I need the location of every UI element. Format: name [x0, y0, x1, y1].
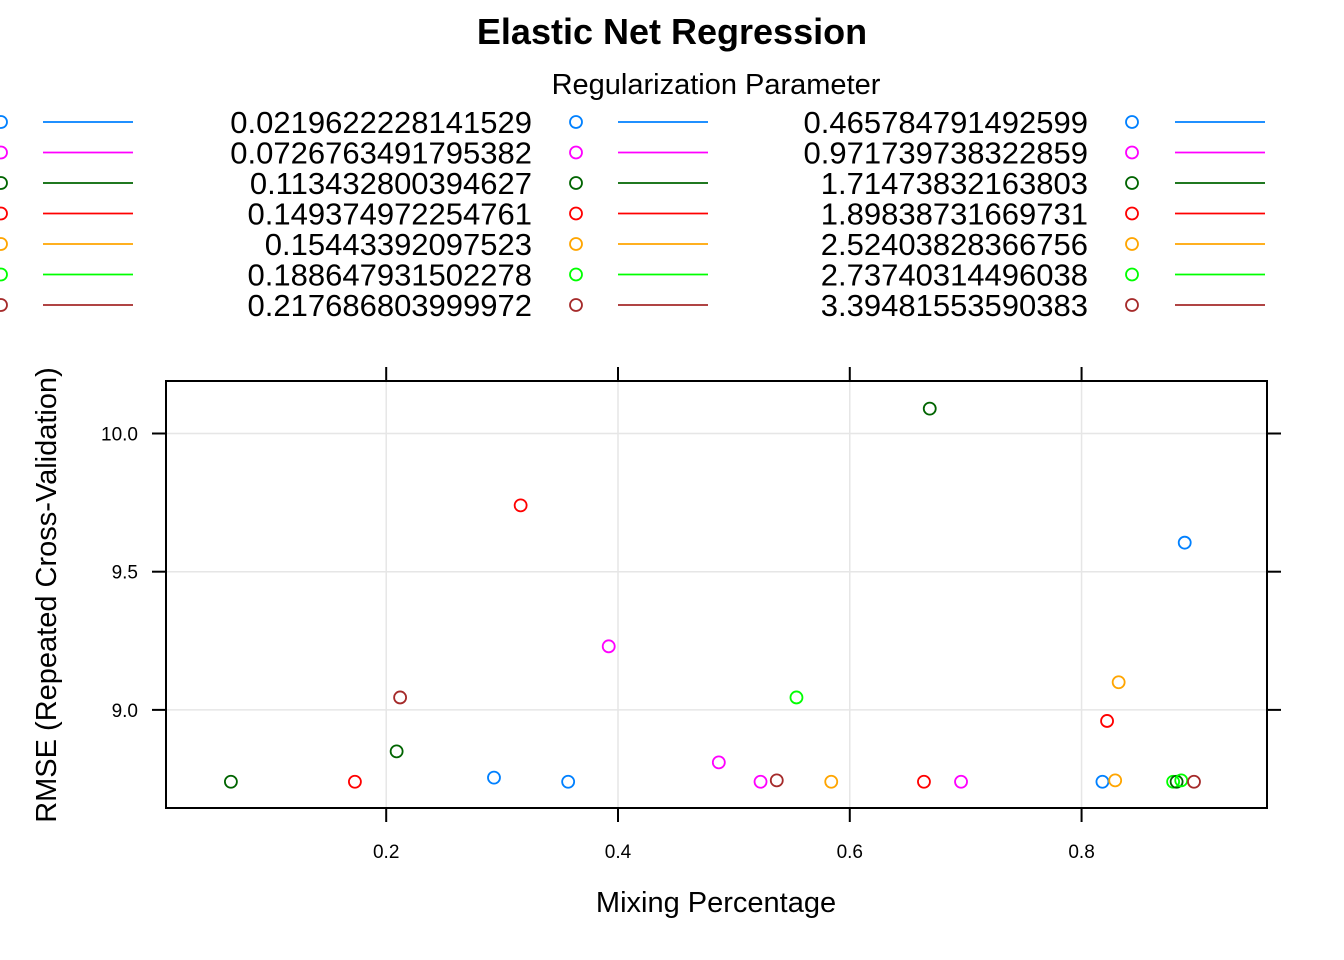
data-point-15: [954, 774, 968, 789]
legend-lead-marker-1: [0, 145, 8, 160]
legend-marker-3: [569, 206, 583, 221]
x-axis-label: Mixing Percentage: [596, 887, 836, 919]
legend-title: Regularization Parameter: [552, 69, 881, 101]
data-point-2: [389, 744, 404, 759]
legend-marker-7: [1125, 115, 1139, 129]
grid: [166, 381, 1267, 808]
data-point-18: [1108, 773, 1123, 788]
data-point-3: [393, 690, 408, 705]
legend-label: 1.71473832163803: [821, 166, 1088, 201]
legend-lead-marker-5: [0, 267, 8, 282]
y-tick-label: 10.0: [101, 425, 138, 446]
data-point-10: [769, 773, 784, 788]
legend-label: 0.217686803999972: [248, 288, 532, 323]
data-point-17: [1100, 714, 1114, 728]
chart-title: Elastic Net Regression: [477, 11, 867, 52]
data-point-14: [922, 401, 937, 416]
legend-marker-8: [1125, 145, 1139, 160]
legend-lead-marker-4: [0, 237, 8, 251]
data-point-24: [1187, 774, 1201, 789]
plot-frame: [165, 380, 1268, 809]
data-point-20: [1166, 774, 1181, 789]
legend-label: 2.73740314496038: [821, 258, 1088, 293]
legend-lead-marker-0: [0, 115, 8, 129]
legend-marker-10: [1125, 206, 1139, 221]
legend-marker-9: [1125, 176, 1139, 190]
legend-label: 0.149374972254761: [248, 197, 532, 232]
legend-lead-marker-2: [0, 176, 8, 190]
data-point-6: [561, 774, 576, 789]
data-point-1: [348, 774, 362, 789]
legend-marker-1: [569, 145, 583, 160]
data-point-19: [1111, 675, 1126, 690]
data-point-23: [1177, 535, 1192, 550]
data-point-5: [513, 498, 528, 513]
legend-label: 0.113432800394627: [250, 166, 532, 201]
legend-marker-0: [569, 115, 583, 129]
legend-label: 0.0726763491795382: [230, 136, 532, 171]
legend-label: 0.15443392097523: [265, 227, 532, 262]
y-tick-label: 9.5: [112, 563, 138, 584]
legend-marker-5: [569, 267, 583, 282]
data-point-0: [224, 774, 238, 789]
data-point-12: [824, 774, 839, 789]
x-tick-label: 0.6: [837, 842, 863, 863]
data-point-7: [601, 639, 616, 654]
data-point-8: [711, 755, 726, 770]
x-tick-label: 0.2: [373, 842, 399, 863]
x-tick-label: 0.8: [1068, 842, 1094, 863]
data-point-16: [1095, 774, 1110, 789]
plot-area: 0.2 0.4 0.6 0.8 9.0 9.5 10.0: [101, 367, 1281, 863]
data-point-13: [917, 774, 931, 789]
y-axis-label: RMSE (Repeated Cross-Validation): [31, 367, 63, 823]
legend-lead-marker-6: [0, 298, 8, 312]
x-axis: 0.2 0.4 0.6 0.8: [373, 367, 1095, 863]
data-points: [224, 401, 1201, 789]
legend-label: 0.0219622228141529: [230, 105, 532, 140]
data-point-9: [753, 774, 768, 789]
legend-label: 3.39481553590383: [821, 288, 1088, 323]
legend: 0.02196222281415290.07267634917953820.11…: [0, 105, 1265, 323]
legend-label: 2.52403828366756: [821, 227, 1088, 262]
legend-label: 0.465784791492599: [804, 105, 1088, 140]
legend-marker-2: [569, 176, 583, 190]
data-point-4: [487, 770, 501, 785]
legend-marker-11: [1125, 237, 1139, 251]
legend-label: 0.188647931502278: [248, 258, 532, 293]
data-point-11: [789, 690, 804, 705]
legend-marker-4: [569, 237, 583, 251]
legend-lead-marker-3: [0, 206, 8, 221]
y-tick-label: 9.0: [112, 701, 138, 722]
y-axis: 9.0 9.5 10.0: [101, 425, 1281, 722]
x-tick-label: 0.4: [605, 842, 632, 863]
legend-marker-6: [569, 298, 583, 312]
legend-label: 1.89838731669731: [821, 197, 1088, 232]
legend-marker-12: [1125, 267, 1139, 282]
legend-marker-13: [1125, 298, 1139, 312]
legend-label: 0.971739738322859: [804, 136, 1088, 171]
